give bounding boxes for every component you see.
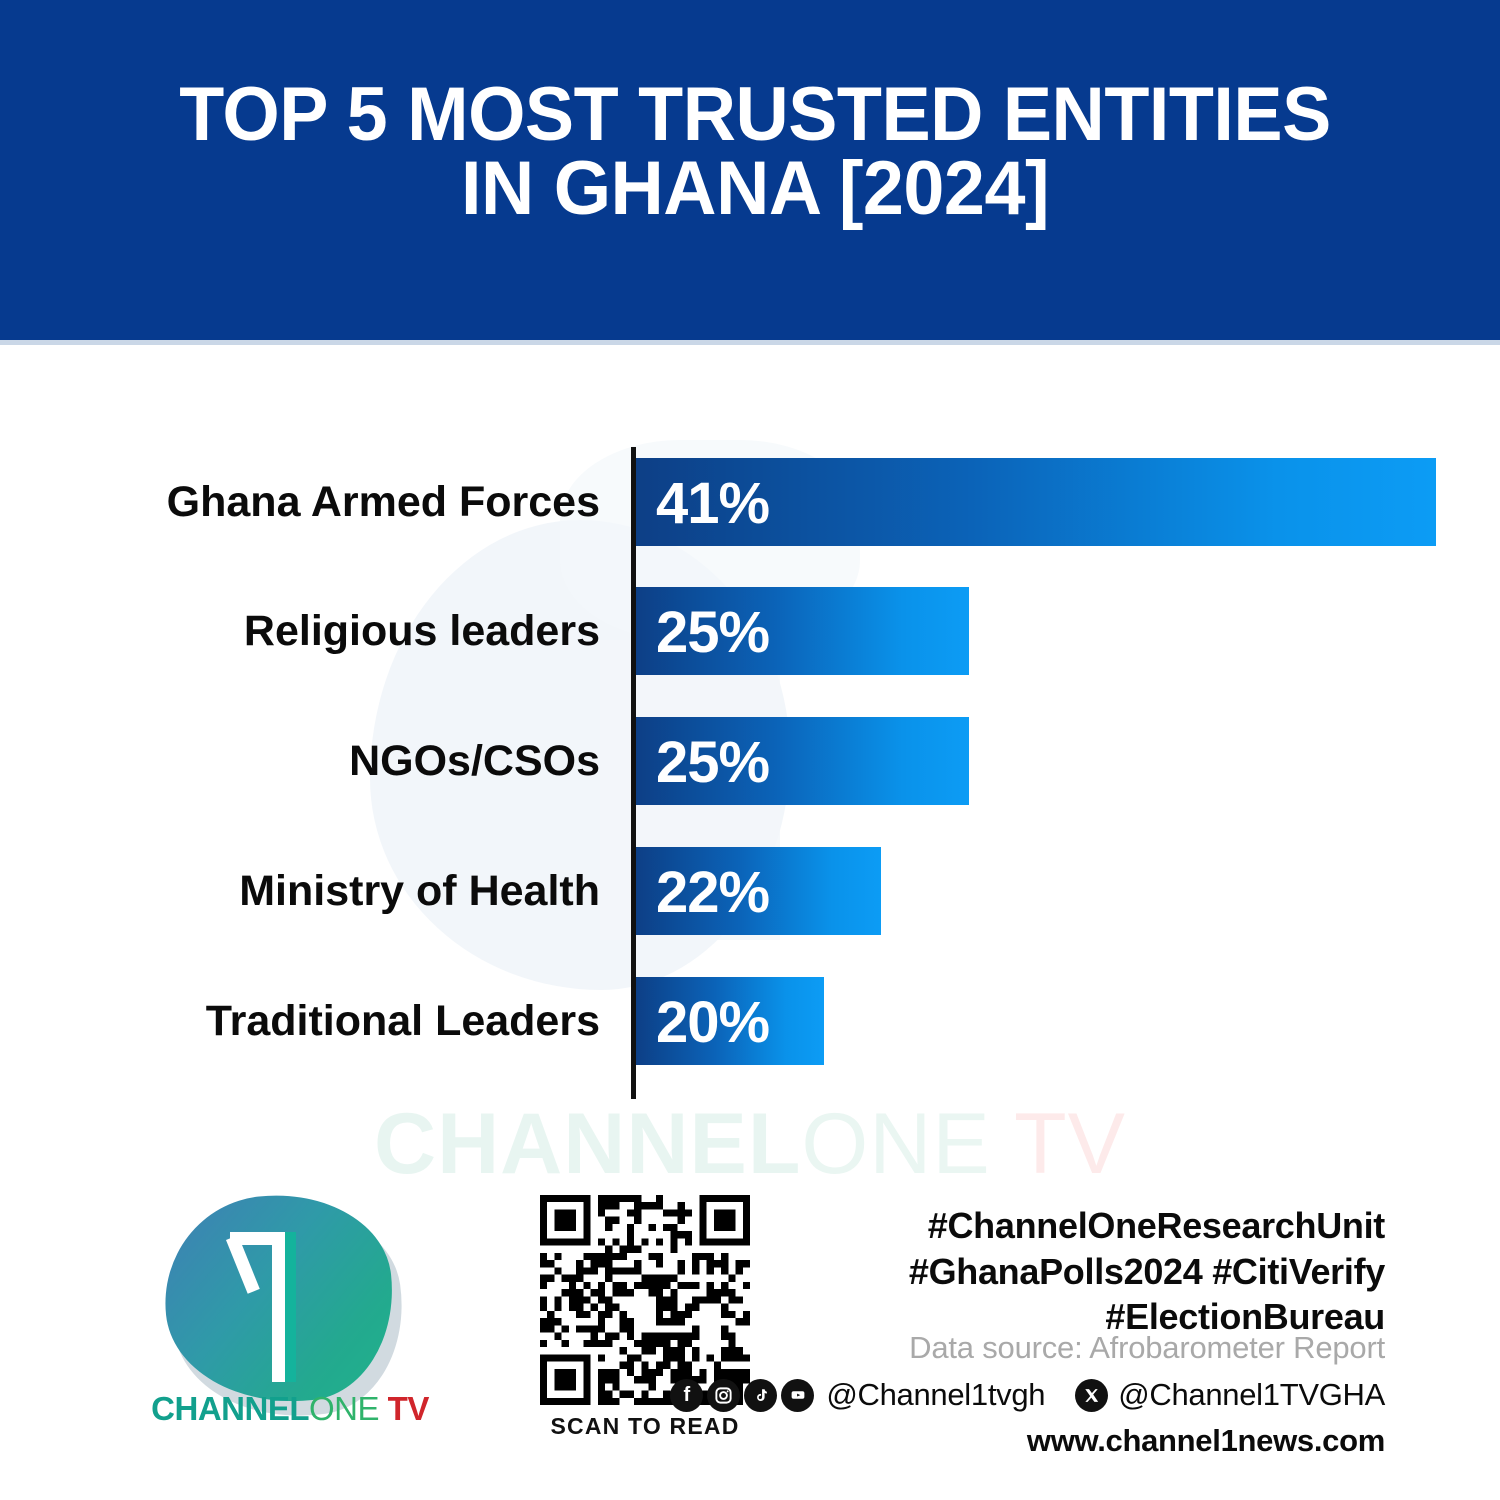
qr-code-block[interactable]: SCAN TO READ (540, 1195, 765, 1445)
hashtag-line-1: #ChannelOneResearchUnit (927, 1205, 1386, 1246)
social-handle-x[interactable]: @Channel1TVGHA (1118, 1377, 1385, 1412)
social-icon-group: f (670, 1378, 815, 1412)
chart-row: NGOs/CSOs 25% (0, 717, 1500, 805)
title-line-1: TOP 5 MOST TRUSTED ENTITIES (179, 72, 1331, 157)
bar-category-label: NGOs/CSOs (349, 737, 600, 785)
chart-axis-line (631, 447, 636, 1099)
bar-religious-leaders: 25% (636, 587, 969, 675)
logo-text-one: ONE (308, 1390, 380, 1427)
bar-ghana-armed-forces: 41% (636, 458, 1436, 546)
header-divider (0, 340, 1500, 345)
bar-value-label: 25% (656, 730, 770, 795)
bar-value-label: 41% (656, 471, 770, 536)
hashtags-block: #ChannelOneResearchUnit #GhanaPolls2024 … (685, 1203, 1385, 1340)
bar-traditional-leaders: 20% (636, 977, 824, 1065)
social-handle-primary[interactable]: @Channel1tvgh (826, 1377, 1046, 1412)
instagram-icon[interactable] (707, 1378, 741, 1412)
bar-ngos-csos: 25% (636, 717, 969, 805)
bar-value-label: 22% (656, 860, 770, 925)
bar-category-label: Traditional Leaders (205, 997, 600, 1045)
page-title: TOP 5 MOST TRUSTED ENTITIES IN GHANA [20… (110, 72, 1400, 232)
chart-row: Religious leaders 25% (0, 587, 1500, 675)
bar-chart: Ghana Armed Forces 41% Religious leaders… (0, 440, 1500, 1105)
bar-value-label: 25% (656, 600, 770, 665)
title-line-2: IN GHANA [2024] (460, 146, 1050, 232)
bar-category-label: Religious leaders (243, 607, 600, 655)
footer: CHANNELONE TV SCAN TO READ #ChannelOneRe… (0, 1175, 1500, 1500)
bar-category-label: Ghana Armed Forces (166, 478, 600, 526)
bar-category-label: Ministry of Health (239, 867, 600, 915)
chart-row: Traditional Leaders 20% (0, 977, 1500, 1065)
social-media-row: f (625, 1373, 1385, 1417)
chart-row: Ministry of Health 22% (0, 847, 1500, 935)
data-source-text: Data source: Afrobarometer Report (909, 1330, 1385, 1365)
logo-numeral-one-icon (226, 1232, 322, 1382)
youtube-icon[interactable] (781, 1378, 815, 1412)
bar-ministry-of-health: 22% (636, 847, 881, 935)
hashtag-line-2: #GhanaPolls2024 #CitiVerify (908, 1250, 1385, 1292)
bar-value-label: 20% (656, 990, 770, 1055)
logo-text-tv: TV (379, 1390, 430, 1427)
logo-text-channel: CHANNEL (151, 1390, 309, 1427)
logo-wordmark: CHANNELONE TV (125, 1390, 455, 1428)
header-band: TOP 5 MOST TRUSTED ENTITIES IN GHANA [20… (0, 0, 1500, 340)
chart-row: Ghana Armed Forces 41% (0, 458, 1500, 546)
website-url[interactable]: www.channel1news.com (1026, 1423, 1385, 1458)
qr-caption: SCAN TO READ (550, 1413, 740, 1439)
x-icon[interactable] (1075, 1378, 1109, 1412)
facebook-icon[interactable]: f (670, 1378, 704, 1412)
hashtag-line-3: #ElectionBureau (1105, 1296, 1385, 1338)
tiktok-icon[interactable] (744, 1378, 778, 1412)
qr-code-image[interactable] (540, 1195, 750, 1405)
channel-one-logo: CHANNELONE TV (125, 1183, 455, 1435)
